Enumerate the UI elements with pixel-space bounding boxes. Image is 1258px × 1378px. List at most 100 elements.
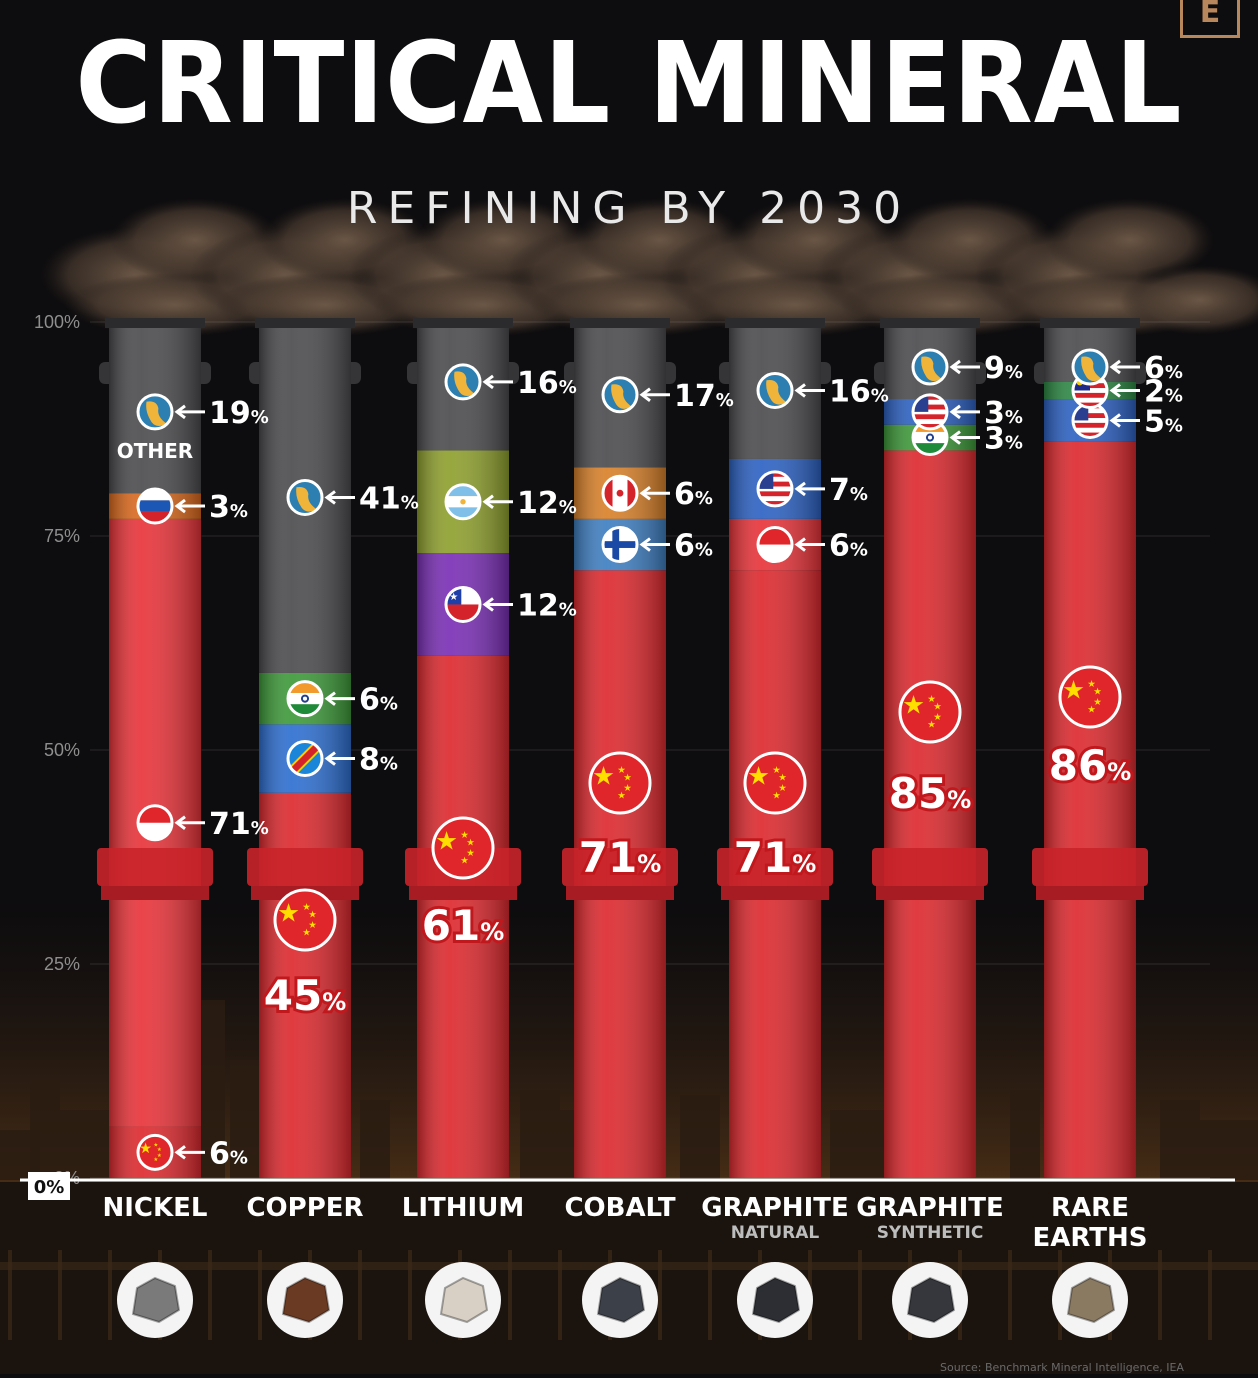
chimney-platform [872,848,988,886]
chile-flag-icon: ★ [444,585,482,623]
svg-text:★: ★ [747,762,770,792]
canada-flag-icon [601,474,639,512]
mineral-rock-shape [131,1276,181,1324]
value-text: 12% [517,486,577,521]
chimney-cap [413,318,513,328]
label-arrow-head [949,430,961,445]
other-flag-icon [1071,348,1109,386]
svg-text:★: ★ [933,712,942,723]
label-arrow-head [324,490,336,505]
other-flag-icon [444,363,482,401]
refinery-pipe [208,1250,212,1340]
indonesia-flag-icon [136,804,174,842]
value-text: 3% [984,422,1023,457]
category-label: GRAPHITE [701,1193,848,1223]
skyline-block [830,1110,890,1180]
label-arrow-head [794,383,806,398]
value-text: 6% [829,529,868,564]
chimney-shading [417,328,509,1178]
chimney-platform [247,848,363,886]
svg-text:★: ★ [592,762,615,792]
value-text: 17% [674,379,734,414]
indonesia-flag-icon [756,526,794,564]
svg-text:★: ★ [157,1153,162,1159]
label-arrow-head [639,486,651,501]
svg-text:★: ★ [277,899,300,929]
refinery-pipe [558,1250,562,1340]
refinery-pipe [658,1250,662,1340]
value-text: 6% [674,529,713,564]
category-label: RARE [1051,1193,1129,1223]
refinery-pipe [1208,1250,1212,1340]
smoke-cloud [1120,265,1258,335]
label-arrow-head [639,387,651,402]
value-text: 6% [1144,351,1183,386]
value-label: 3% [949,422,1023,457]
label-arrow-head [174,404,186,420]
svg-text:★: ★ [139,1141,152,1157]
svg-text:★: ★ [927,720,936,731]
svg-text:★: ★ [302,902,311,913]
drc-flag-icon [286,740,324,778]
value-text: 9% [984,351,1023,386]
value-text: 3% [984,396,1023,431]
value-unit: % [947,786,971,814]
value-label: 7% [794,473,868,508]
refinery-pipe [258,1250,262,1340]
svg-text:★: ★ [308,910,317,921]
refinery-pipe [708,1250,712,1340]
chimney-3 [405,318,521,1178]
svg-text:★: ★ [617,765,626,776]
value-text: 41% [359,481,419,516]
value-text: 6% [674,477,713,512]
label-arrow-head [482,494,494,509]
value-unit: % [559,497,577,518]
svg-text:★: ★ [933,702,942,713]
value-text: 5% [1144,404,1183,439]
zero-tick-label: 0% [34,1177,65,1198]
skyline-block [360,1100,390,1180]
skyline-block [520,1090,560,1180]
label-arrow-head [1109,413,1121,428]
svg-text:★: ★ [153,1143,158,1149]
svg-text:★: ★ [460,830,469,841]
svg-text:★: ★ [460,856,469,867]
axis-layer: NICKEL COPPER LITHIUM COBALT GRAPHITENATURAL… [20,1172,1235,1338]
mineral-rock-shape [1066,1276,1116,1324]
svg-text:★: ★ [1087,679,1096,690]
value-unit: % [251,407,269,428]
value-label: 6% [324,683,398,718]
chimney-cap [880,318,980,328]
refinery-pipe [358,1250,362,1340]
mineral-rock-shape [596,1276,646,1324]
label-arrow-head [324,751,336,766]
svg-text:★: ★ [1093,697,1102,708]
chimney-platform [97,848,213,886]
other-flag-icon [756,371,794,409]
refinery-pipe [858,1250,862,1340]
label-arrow-head [949,359,961,375]
usa-flag-icon [756,470,794,508]
svg-text:★: ★ [466,848,475,859]
chimney-cap [1040,318,1140,328]
chimney-shading [109,328,201,1178]
label-arrow-head [794,481,806,497]
y-tick-label: 50% [44,740,80,760]
y-tick-label: 100% [34,312,80,332]
svg-text:★: ★ [778,783,787,794]
chimney-2 [247,318,363,1178]
chimney-platform [562,848,678,886]
mineral-rock-shape [751,1276,801,1324]
value-unit: % [1165,385,1183,406]
brand-logo: E [1180,0,1240,38]
value-text: 3% [209,490,248,525]
value-unit: % [1005,407,1023,428]
value-unit: % [695,540,713,561]
label-arrow-head [794,537,806,552]
china-flag-icon: ★ ★★★★ [136,1133,174,1171]
label-arrow-head [324,691,336,706]
svg-text:★: ★ [778,773,787,784]
chimney-platform-base [1036,886,1144,900]
value-unit: % [1107,758,1131,786]
value-unit: % [480,918,504,946]
